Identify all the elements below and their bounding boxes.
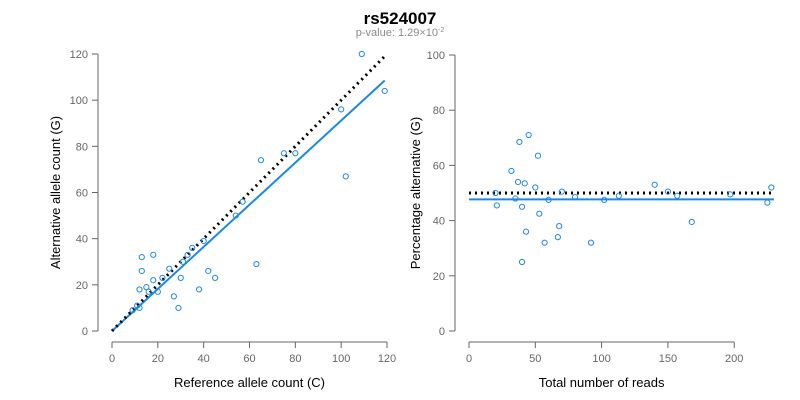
fit-line <box>111 79 386 332</box>
left-scatter-panel: 0 20 40 60 80 100 120 0 20 40 60 80 100 120 Reference … <box>48 49 396 390</box>
data-point <box>150 277 157 284</box>
data-point <box>727 191 734 198</box>
x-tick-label: 20 <box>152 353 164 365</box>
data-point <box>358 50 365 58</box>
y-axis-label: Percentage alternative (G) <box>408 117 423 269</box>
data-point <box>554 234 561 241</box>
data-point <box>764 199 771 206</box>
data-point <box>189 244 196 251</box>
data-point <box>205 267 212 275</box>
data-point <box>541 239 548 246</box>
data-point <box>136 304 143 312</box>
chart-subtitle: p-value: 1.29×10-2 <box>356 27 445 39</box>
data-point <box>522 228 530 235</box>
data-point <box>154 288 161 295</box>
reference-line <box>110 55 386 333</box>
subtitle-text: p-value: 1.29×10 <box>356 27 438 39</box>
data-point <box>518 258 526 266</box>
data-point <box>558 188 565 195</box>
data-point <box>212 274 219 282</box>
data-point <box>518 203 526 210</box>
y-tick-label: 100 <box>70 95 88 107</box>
y-tick-label: 20 <box>433 271 445 283</box>
data-point <box>138 254 145 261</box>
data-point <box>170 293 177 300</box>
y-tick-label: 60 <box>433 160 445 172</box>
data-point <box>768 184 775 191</box>
data-point <box>253 260 260 268</box>
y-axis-label: Alternative allele count (G) <box>48 116 63 269</box>
data-point <box>150 251 157 258</box>
data-point <box>493 202 500 209</box>
data-point <box>338 106 345 113</box>
data-point <box>381 87 388 95</box>
x-tick-label: 50 <box>529 353 541 365</box>
data-point <box>175 304 182 312</box>
data-point <box>536 210 543 217</box>
x-tick-label: 60 <box>243 353 255 365</box>
chart-title: rs524007 <box>364 9 437 28</box>
subtitle-exponent: -2 <box>438 27 444 34</box>
y-tick-label: 80 <box>433 105 445 117</box>
x-tick-label: 80 <box>289 353 301 365</box>
data-point <box>129 307 136 314</box>
data-point <box>292 150 299 157</box>
data-point <box>688 218 695 226</box>
y-tick-label: 120 <box>70 49 88 61</box>
y-tick-label: 40 <box>76 234 88 246</box>
x-axis-label: Reference allele count (C) <box>174 375 325 390</box>
data-point <box>145 288 152 295</box>
x-tick-label: 150 <box>659 353 677 365</box>
y-tick-label: 60 <box>76 188 88 200</box>
x-tick-label: 100 <box>592 353 610 365</box>
data-point <box>512 195 519 202</box>
x-tick-label: 100 <box>332 353 350 365</box>
y-tick-label: 20 <box>76 280 88 292</box>
data-point <box>184 251 191 258</box>
data-point <box>587 239 595 246</box>
data-point <box>571 194 579 201</box>
data-point <box>532 184 539 191</box>
x-axis-label: Total number of reads <box>539 375 665 390</box>
data-point <box>177 274 184 282</box>
data-point <box>159 274 166 282</box>
data-point <box>601 196 608 203</box>
x-tick-label: 40 <box>198 353 210 365</box>
data-point <box>534 152 542 159</box>
data-point <box>239 198 246 205</box>
data-point <box>651 181 658 188</box>
data-point <box>280 150 287 157</box>
data-point <box>664 188 672 195</box>
data-point <box>545 196 552 203</box>
data-point <box>674 192 681 199</box>
data-point <box>615 192 622 199</box>
data-point <box>556 223 563 230</box>
data-point <box>508 167 515 175</box>
x-tick-label: 0 <box>466 353 472 365</box>
x-tick-label: 120 <box>378 353 396 365</box>
data-point <box>138 267 145 275</box>
data-point <box>166 265 173 272</box>
right-scatter-panel: 0 50 100 150 200 0 20 40 60 80 100 Total number of … <box>408 50 775 390</box>
data-point <box>257 157 265 164</box>
y-tick-label: 100 <box>427 50 445 62</box>
data-point <box>516 138 523 146</box>
data-point <box>521 180 528 187</box>
y-tick-label: 0 <box>82 326 88 338</box>
x-tick-label: 200 <box>725 353 743 365</box>
x-tick-label: 0 <box>109 353 115 365</box>
y-tick-label: 80 <box>76 141 88 153</box>
data-point <box>232 212 239 219</box>
data-point <box>179 258 187 265</box>
data-point <box>525 131 532 139</box>
data-point <box>342 173 349 180</box>
data-point <box>492 189 499 197</box>
y-tick-label: 40 <box>433 216 445 228</box>
data-point <box>514 178 522 186</box>
data-point <box>136 286 143 293</box>
data-point <box>195 286 203 293</box>
y-tick-label: 0 <box>439 326 445 338</box>
data-point <box>200 237 207 245</box>
